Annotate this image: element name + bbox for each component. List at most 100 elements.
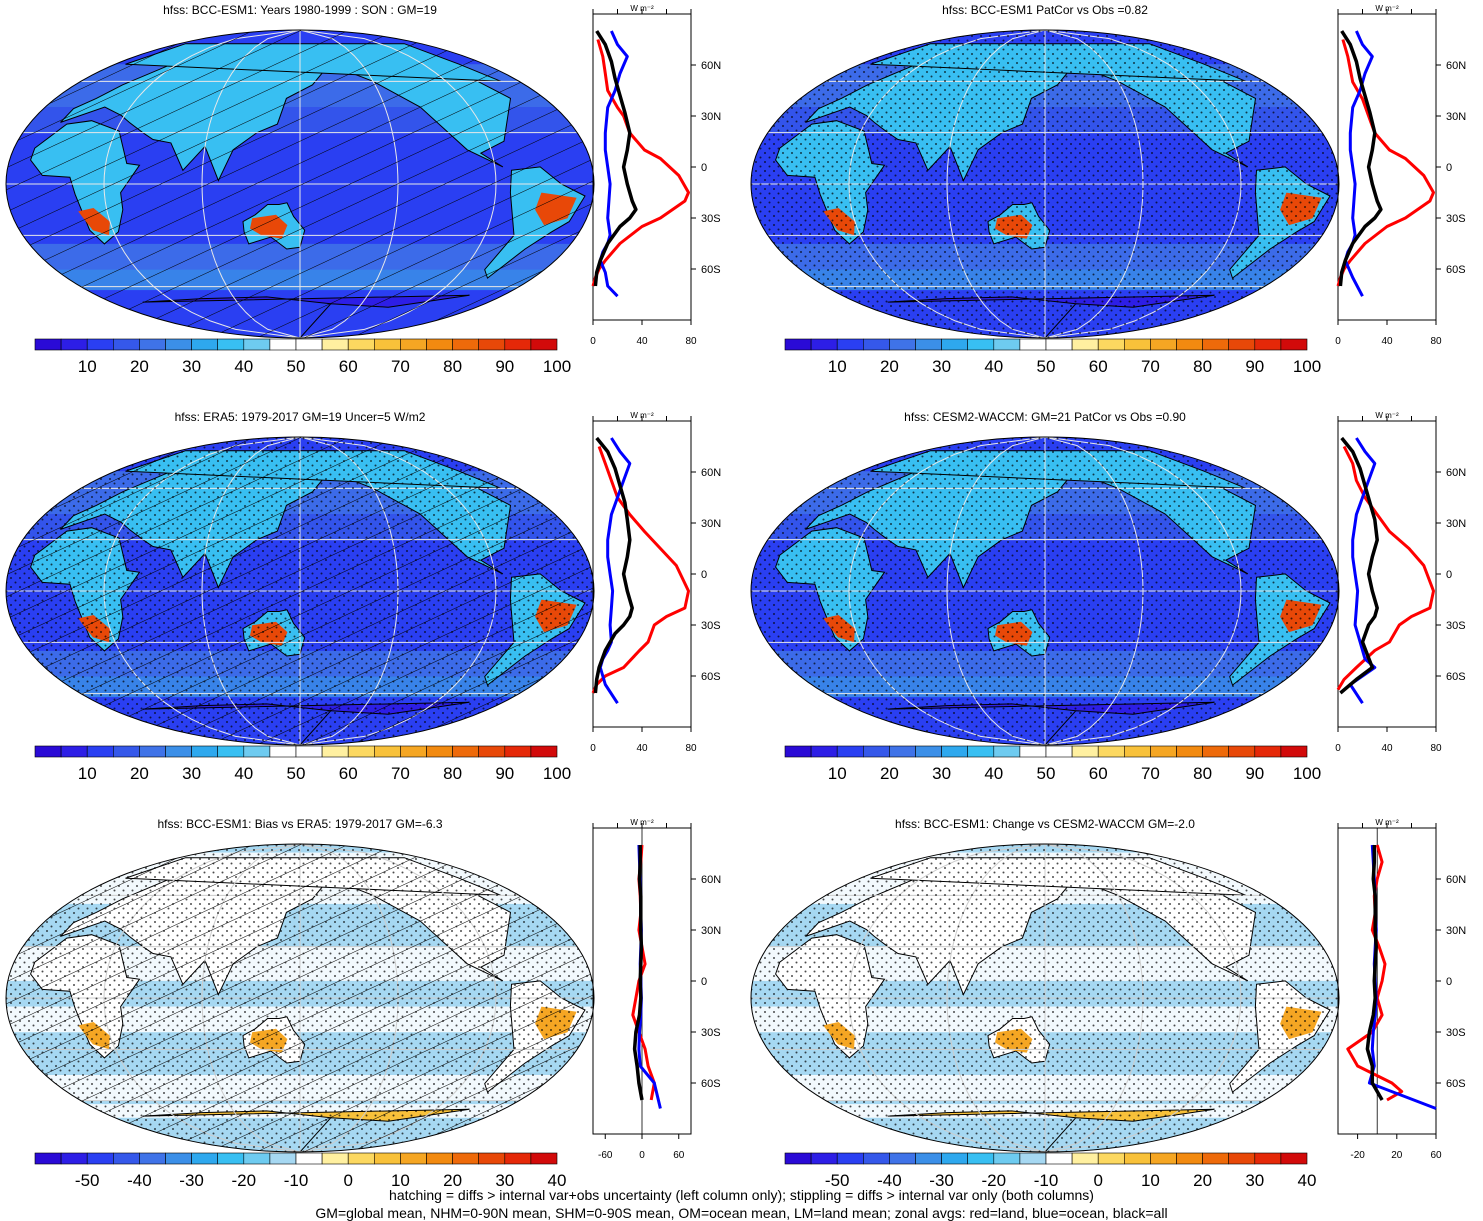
colorbar-tick-label: 90 — [1245, 357, 1264, 376]
colorbar-swatch — [165, 338, 192, 351]
series-land-line — [591, 445, 690, 694]
colorbar-tick-label: 30 — [932, 764, 951, 783]
y-tick-label: 0 — [701, 162, 707, 174]
colorbar-tick-label: 100 — [543, 357, 571, 376]
colorbar-tick-label: 20 — [880, 764, 899, 783]
colorbar-swatch — [321, 745, 349, 758]
colorbar-tick-label: 70 — [1141, 357, 1160, 376]
colorbar-swatch — [1202, 1152, 1230, 1165]
colorbar-swatch — [915, 338, 942, 351]
map-outline — [750, 843, 1340, 1153]
colorbar-swatch — [452, 338, 480, 351]
colorbar-swatch — [967, 338, 995, 351]
zonal-mean-plot: W m⁻² 60N 30N 0 30S 60S -20 20 60 — [1337, 818, 1466, 1161]
units-label: W m⁻² — [630, 818, 654, 827]
y-tick-label: 0 — [701, 976, 707, 988]
colorbar-swatch — [1097, 745, 1125, 758]
stipple-overlay — [751, 844, 1339, 1152]
colorbar-tick-label: 100 — [543, 764, 571, 783]
series-land-line — [1336, 445, 1435, 691]
colorbar-tick-label: 40 — [1298, 1171, 1317, 1190]
colorbar-swatch — [295, 338, 323, 351]
colorbar-tick-label: 80 — [443, 764, 462, 783]
y-tick-label: 0 — [1446, 569, 1452, 581]
y-tick-label: 0 — [701, 569, 707, 581]
colorbar-swatch — [1071, 745, 1099, 758]
colorbar: 102030405060708090100110 — [784, 745, 1321, 783]
panel-3: hfss: ERA5: 1979-2017 GM=19 Uncer=5 W/m2… — [0, 407, 740, 802]
colorbar-swatch — [1071, 338, 1099, 351]
colorbar-tick-label: 40 — [234, 764, 253, 783]
y-tick-label: 0 — [1446, 976, 1452, 988]
units-label: W m⁻² — [1375, 818, 1399, 827]
colorbar-swatch — [530, 745, 558, 758]
colorbar-swatch — [1097, 1152, 1125, 1165]
units-label: W m⁻² — [1375, 4, 1399, 13]
colorbar-tick-label: 0 — [343, 1171, 352, 1190]
colorbar-swatch — [504, 338, 532, 351]
series-all-line — [632, 845, 644, 1101]
x-tick-label: -60 — [598, 1150, 613, 1161]
colorbar-swatch — [191, 1152, 219, 1165]
colorbar: -50-40-30-20-1001020304050 — [34, 1152, 566, 1190]
colorbar-swatch — [139, 745, 166, 758]
colorbar-swatch — [34, 1152, 62, 1165]
colorbar-tick-label: 10 — [78, 357, 97, 376]
colorbar-swatch — [217, 338, 245, 351]
colorbar-tick-label: 50 — [1037, 764, 1056, 783]
colorbar-tick-label: 20 — [880, 357, 899, 376]
units-label: W m⁻² — [630, 411, 654, 420]
x-tick-label: 80 — [1430, 743, 1442, 754]
stipple-overlay — [751, 437, 1339, 745]
colorbar-swatch — [113, 745, 140, 758]
map-outline — [750, 436, 1340, 746]
colorbar-swatch — [1202, 338, 1230, 351]
map-outline — [5, 843, 595, 1153]
colorbar-swatch — [1254, 745, 1282, 758]
colorbar-swatch — [863, 1152, 890, 1165]
panel-2: hfss: BCC-ESM1 PatCor vs Obs =0.82 W m⁻²… — [745, 0, 1483, 395]
colorbar-swatch — [941, 745, 969, 758]
colorbar-tick-label: 10 — [828, 357, 847, 376]
y-tick-label: 30S — [1446, 213, 1466, 225]
hatch-overlay — [6, 844, 594, 1152]
colorbar-tick-label: 20 — [130, 764, 149, 783]
zonal-mean-plot: W m⁻² 60N 30N 0 30S 60S -60 0 60 — [592, 818, 721, 1161]
colorbar-swatch — [243, 338, 271, 351]
y-tick-label: 30N — [701, 111, 721, 123]
colorbar-tick-label: 60 — [339, 764, 358, 783]
colorbar-swatch — [1123, 1152, 1151, 1165]
y-tick-label: 30N — [701, 925, 721, 937]
colorbar-swatch — [1019, 1152, 1047, 1165]
colorbar-tick-label: 30 — [1245, 1171, 1264, 1190]
colorbar-tick-label: 30 — [182, 357, 201, 376]
colorbar-swatch — [295, 745, 323, 758]
colorbar-tick-label: 70 — [391, 357, 410, 376]
colorbar-swatch — [60, 338, 88, 351]
colorbar-swatch — [810, 745, 838, 758]
colorbar-swatch — [478, 745, 506, 758]
colorbar-swatch — [1045, 1152, 1073, 1165]
colorbar-swatch — [1254, 1152, 1282, 1165]
colorbar-swatch — [60, 745, 88, 758]
colorbar-swatch — [269, 1152, 297, 1165]
panel-title: hfss: BCC-ESM1: Bias vs ERA5: 1979-2017 … — [157, 817, 443, 831]
x-tick-label: 0 — [639, 1150, 645, 1161]
series-all-line — [1339, 436, 1379, 695]
y-tick-label: 30N — [1446, 518, 1466, 530]
x-tick-label: 80 — [1430, 336, 1442, 347]
colorbar-tick-label: 100 — [1293, 357, 1321, 376]
colorbar-tick-label: -20 — [982, 1171, 1007, 1190]
x-tick-label: 40 — [636, 743, 648, 754]
y-tick-label: 60N — [1446, 467, 1466, 479]
colorbar-tick-label: -10 — [284, 1171, 309, 1190]
y-tick-label: 30S — [1446, 620, 1466, 632]
colorbar-swatch — [426, 1152, 453, 1165]
colorbar-tick-label: 50 — [287, 764, 306, 783]
colorbar-swatch — [915, 745, 942, 758]
colorbar-tick-label: 10 — [828, 764, 847, 783]
colorbar-tick-label: 10 — [1141, 1171, 1160, 1190]
x-tick-label: 40 — [1381, 336, 1393, 347]
panel-title: hfss: ERA5: 1979-2017 GM=19 Uncer=5 W/m2 — [174, 410, 426, 424]
y-tick-label: 30N — [1446, 925, 1466, 937]
